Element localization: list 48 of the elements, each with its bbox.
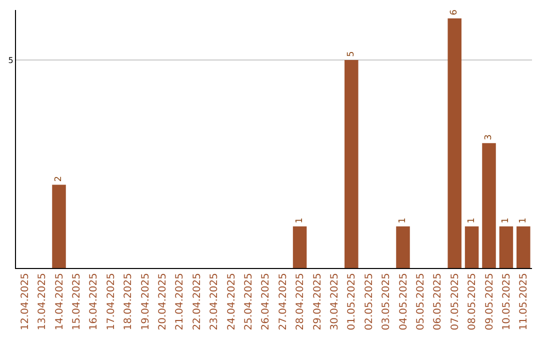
x-tick-label: 22.04.2025 (192, 273, 203, 330)
x-tick-label: 24.04.2025 (226, 273, 238, 330)
x-tick-label: 18.04.2025 (123, 273, 134, 330)
data-label: 1 (501, 218, 512, 224)
x-tick-label: 28.04.2025 (295, 273, 306, 330)
x-tick-label: 04.05.2025 (398, 273, 410, 330)
data-label: 5 (346, 51, 356, 57)
x-tick-label: 23.04.2025 (209, 273, 220, 330)
data-label: 3 (484, 134, 494, 140)
data-label: 2 (54, 176, 64, 182)
x-tick-label: 15.04.2025 (71, 273, 82, 330)
data-label: 1 (398, 218, 408, 224)
x-tick-label: 05.05.2025 (415, 273, 426, 330)
bar (482, 143, 496, 268)
x-tick-label: 14.04.2025 (54, 273, 66, 330)
x-tick-label: 19.04.2025 (140, 273, 152, 330)
data-label: 6 (450, 9, 460, 16)
data-label: 1 (466, 218, 477, 224)
x-tick-label: 29.04.2025 (312, 273, 324, 330)
x-tick-label: 12.04.2025 (20, 273, 31, 330)
bar (516, 226, 530, 268)
x-tick-label: 16.04.2025 (88, 273, 100, 330)
x-tick-label: 10.05.2025 (501, 273, 512, 330)
x-tick-label: 30.04.2025 (329, 273, 340, 330)
data-label: 1 (294, 218, 305, 224)
x-tick-label: 27.04.2025 (278, 273, 289, 330)
x-tick-label: 06.05.2025 (432, 273, 444, 330)
data-label: 1 (518, 218, 528, 224)
x-tick-label: 11.05.2025 (518, 273, 530, 330)
x-tick-label: 02.05.2025 (364, 273, 375, 330)
x-tick-label: 20.04.2025 (157, 273, 168, 330)
bar (448, 18, 462, 268)
x-tick-label: 21.04.2025 (174, 273, 186, 330)
bar (52, 184, 66, 268)
bar (499, 226, 514, 268)
x-tick-label: 25.04.2025 (243, 273, 254, 330)
bar (292, 226, 307, 268)
x-tick-label: 07.05.2025 (450, 273, 461, 330)
x-tick-label: 01.05.2025 (346, 273, 358, 330)
x-tick-label: 17.04.2025 (106, 273, 117, 330)
x-tick-label: 03.05.2025 (381, 273, 392, 330)
x-tick-label: 13.04.2025 (37, 273, 48, 330)
bar (344, 60, 358, 268)
x-tick-label: 08.05.2025 (467, 273, 478, 330)
x-tick-label: 09.05.2025 (484, 273, 496, 330)
bar (464, 226, 479, 268)
bar (396, 226, 410, 268)
x-tick-label: 26.04.2025 (260, 273, 272, 330)
